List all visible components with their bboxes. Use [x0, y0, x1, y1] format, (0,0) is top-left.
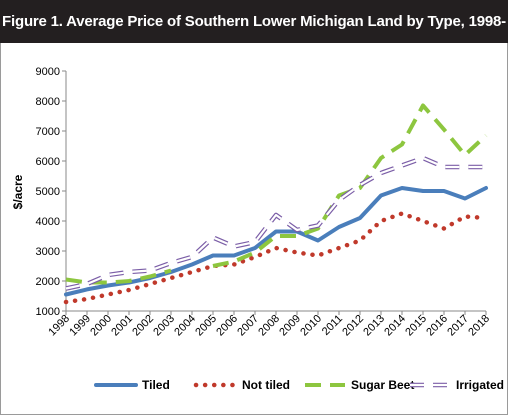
y-tick-label: 8000	[36, 96, 60, 108]
x-tick-label: 1999	[67, 313, 93, 339]
series-line	[64, 186, 488, 297]
legend-label: Irrigated	[456, 378, 504, 392]
series-line	[63, 211, 489, 305]
series-line-outline	[65, 155, 486, 291]
chart-title: Figure 1. Average Price of Southern Lowe…	[0, 0, 508, 73]
y-tick-label: 4000	[36, 216, 60, 228]
legend-label: Tiled	[142, 378, 170, 392]
series-lines	[63, 103, 489, 305]
x-tick-label: 2003	[151, 313, 177, 339]
x-tick-label: 2008	[256, 313, 282, 339]
x-tick-label: 2018	[466, 313, 492, 339]
x-tick-label: 2011	[320, 313, 345, 338]
y-tick-label: 3000	[36, 246, 60, 258]
y-tick-label: 9000	[36, 66, 60, 78]
x-tick-label: 2004	[172, 313, 198, 339]
x-tick-label: 2001	[109, 313, 135, 339]
x-tick-label: 2007	[235, 313, 261, 339]
legend-item-irrigated: Irrigated	[410, 378, 504, 392]
y-tick-label: 6000	[36, 156, 60, 168]
legend: Tiled Not tiled Sugar Beet Irrigated	[94, 378, 504, 392]
x-tick-label: 2017	[445, 313, 471, 339]
legend-item-not-tiled: Not tiled	[193, 378, 290, 392]
series-sugar-beet	[65, 103, 488, 285]
x-tick-label: 2005	[193, 313, 219, 339]
y-tick-label: 7000	[36, 126, 60, 138]
x-tick-label: 2016	[424, 313, 450, 339]
legend-label: Sugar Beet	[351, 378, 414, 392]
series-tiled	[64, 186, 488, 297]
y-tick-label: 5000	[36, 186, 60, 198]
y-axis-label: $/acre	[11, 174, 25, 209]
series-line	[65, 103, 488, 285]
y-tick-label: 1000	[36, 306, 60, 318]
y-tick-label: 2000	[36, 276, 60, 288]
x-tick-label: 2000	[88, 313, 114, 339]
x-tick-label: 2012	[340, 313, 366, 339]
x-tick-label: 2009	[277, 313, 303, 339]
x-tick-label: 2006	[214, 313, 240, 339]
x-tick-label: 2015	[403, 313, 429, 339]
x-tick-label: 2013	[361, 313, 387, 339]
series-line	[65, 156, 486, 290]
legend-label: Not tiled	[242, 378, 290, 392]
x-tick-label: 2014	[382, 313, 408, 339]
series-irrigated	[65, 155, 486, 291]
x-tick-label: 2010	[298, 313, 324, 339]
series-not-tiled	[63, 211, 489, 305]
x-tick-label: 2002	[130, 313, 156, 339]
legend-item-sugar-beet: Sugar Beet	[305, 378, 414, 392]
legend-item-tiled: Tiled	[94, 378, 170, 392]
